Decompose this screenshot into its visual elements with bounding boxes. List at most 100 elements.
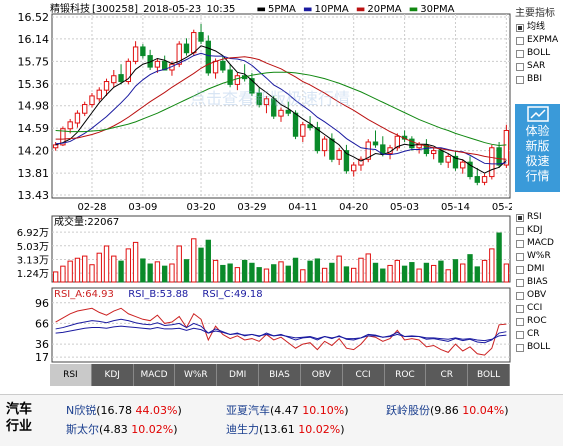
ma-legend-30: ▬ 30PMA: [408, 4, 455, 15]
tab-dmi[interactable]: DMI: [217, 364, 260, 386]
volume-bar: [416, 268, 422, 283]
date-tick-label: 02-28: [77, 202, 106, 213]
tab-cr[interactable]: CR: [426, 364, 469, 386]
checkbox-icon[interactable]: [516, 23, 524, 32]
volume-bar: [496, 232, 502, 283]
candle-body: [445, 155, 451, 163]
ma-legend-20: ▬ 20PMA: [355, 4, 402, 15]
candle-body: [438, 150, 444, 163]
candle-body: [329, 138, 335, 160]
industry-stock-3[interactable]: 跃岭股份(9.86 10.04%): [386, 404, 509, 417]
indicator-option-[interactable]: 均线: [512, 21, 563, 34]
sub-indicator-option-roc[interactable]: ROC: [512, 315, 563, 328]
industry-stock-5[interactable]: 迪生力(13.61 10.02%): [226, 423, 345, 436]
checkbox-icon[interactable]: [516, 49, 524, 58]
sub-indicator-option-macd[interactable]: MACD: [512, 237, 563, 250]
tab-kdj[interactable]: KDJ: [92, 364, 134, 386]
candle-body: [307, 124, 313, 129]
volume-title: 成交量:22067: [54, 215, 119, 228]
volume-bar: [227, 263, 233, 283]
rsi-label: RSI_C:49.18: [202, 289, 262, 300]
candle-body: [205, 40, 211, 74]
date-tick-label: 05-14: [441, 202, 470, 213]
tab-obv[interactable]: OBV: [301, 364, 343, 386]
checkbox-icon[interactable]: [516, 304, 524, 313]
indicator-option-expma[interactable]: EXPMA: [512, 34, 563, 47]
sub-indicator-option-rsi[interactable]: RSI: [512, 211, 563, 224]
volume-bar: [445, 269, 451, 283]
indicator-option-label: BOLL: [527, 48, 551, 58]
industry-stock-1[interactable]: N欣锐(16.78 44.03%): [66, 404, 182, 417]
volume-bar: [147, 263, 153, 283]
ma-line-20pma: [55, 56, 507, 160]
checkbox-icon[interactable]: [516, 36, 524, 45]
checkbox-icon[interactable]: [516, 213, 524, 222]
candle-body: [249, 78, 255, 94]
checkbox-icon[interactable]: [516, 226, 524, 235]
date-tick-label: 03-29: [237, 202, 266, 213]
candle-body: [140, 46, 146, 57]
volume-bar: [481, 259, 488, 283]
tab-bias[interactable]: BIAS: [259, 364, 301, 386]
candle-body: [343, 150, 350, 172]
checkbox-icon[interactable]: [516, 343, 524, 352]
volume-bar: [52, 271, 59, 283]
stock-name: 精锻科技: [50, 4, 90, 15]
sub-indicator-option-wr[interactable]: W%R: [512, 250, 563, 263]
volume-bar: [380, 268, 386, 283]
candle-body: [198, 32, 204, 42]
volume-bar: [307, 260, 313, 283]
indicator-option-sar[interactable]: SAR: [512, 60, 563, 73]
candle-body: [96, 89, 102, 100]
tab-macd[interactable]: MACD: [134, 364, 176, 386]
industry-stock-4[interactable]: 斯太尔(4.83 10.02%): [66, 423, 178, 436]
sub-indicator-option-label: BIAS: [527, 277, 548, 287]
volume-bar: [249, 262, 255, 283]
candle-body: [430, 150, 437, 155]
tab-wr[interactable]: W%R: [175, 364, 218, 386]
checkbox-icon[interactable]: [516, 330, 524, 339]
tab-cci[interactable]: CCI: [343, 364, 385, 386]
chart-header: 精锻科技 [300258] 2018-05-23 10:35 ▬ 5PMA ▬ 10P…: [50, 0, 510, 15]
checkbox-icon[interactable]: [516, 278, 524, 287]
checkbox-icon[interactable]: [516, 265, 524, 274]
indicator-title: 主要指标: [515, 8, 555, 19]
candle-body: [67, 121, 73, 130]
sub-indicator-option-label: W%R: [527, 251, 551, 261]
promo-line-2: 新版: [525, 139, 550, 153]
checkbox-icon[interactable]: [516, 62, 524, 71]
sub-indicator-option-boll[interactable]: BOLL: [512, 341, 563, 354]
indicator-option-bbi[interactable]: BBI: [512, 73, 563, 86]
sub-indicator-option-bias[interactable]: BIAS: [512, 276, 563, 289]
sub-indicator-option-cr[interactable]: CR: [512, 328, 563, 341]
checkbox-icon[interactable]: [516, 75, 524, 84]
sub-indicator-option-dmi[interactable]: DMI: [512, 263, 563, 276]
volume-bar: [314, 258, 321, 283]
candle-body: [496, 147, 502, 166]
tab-rsi[interactable]: RSI: [50, 364, 92, 386]
tab-boll[interactable]: BOLL: [468, 364, 510, 386]
volume-tick-label: 1.24万: [17, 269, 49, 280]
checkbox-icon[interactable]: [516, 291, 524, 300]
checkbox-icon[interactable]: [516, 239, 524, 248]
sub-indicator-option-cci[interactable]: CCI: [512, 302, 563, 315]
sub-indicator-option-kdj[interactable]: KDJ: [512, 224, 563, 237]
candle-body: [103, 81, 110, 91]
tab-roc[interactable]: ROC: [385, 364, 427, 386]
sub-indicator-option-obv[interactable]: OBV: [512, 289, 563, 302]
industry-stock-2[interactable]: 亚夏汽车(4.47 10.10%): [226, 404, 349, 417]
indicator-option-label: EXPMA: [527, 35, 559, 45]
checkbox-icon[interactable]: [516, 252, 524, 261]
indicator-option-label: 均线: [527, 22, 546, 32]
price-tick-label: 16.14: [18, 33, 50, 46]
price-tick-label: 13.43: [18, 189, 50, 202]
checkbox-icon[interactable]: [516, 317, 524, 326]
indicator-option-boll[interactable]: BOLL: [512, 47, 563, 60]
volume-tick-label: 3.13万: [17, 255, 49, 266]
candle-body: [176, 43, 182, 65]
volume-bar: [365, 253, 371, 283]
candle-body: [314, 127, 321, 152]
new-version-promo-button[interactable]: 体验 新版 极速 行情: [515, 104, 560, 192]
volume-bar: [162, 265, 168, 283]
volume-bar: [74, 257, 81, 283]
